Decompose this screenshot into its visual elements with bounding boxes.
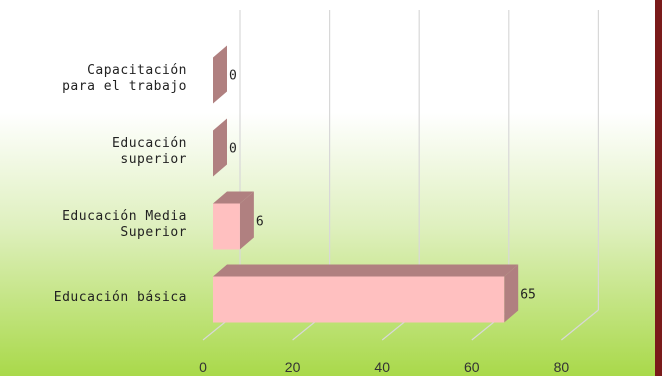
x-tick-label: 0 xyxy=(199,359,207,375)
value-label: 0 xyxy=(229,69,237,84)
value-label: 65 xyxy=(520,288,536,303)
category-label: Educación Media Superior xyxy=(62,208,187,240)
x-tick-label: 40 xyxy=(374,359,390,375)
bar-side xyxy=(504,264,519,323)
x-tick-label: 80 xyxy=(554,359,570,375)
category-label: Capacitación para el trabajo xyxy=(62,62,187,94)
category-label: Educación superior xyxy=(112,135,187,167)
floor-line xyxy=(561,309,599,341)
bar xyxy=(213,203,240,250)
value-label: 6 xyxy=(256,215,264,230)
bar-top xyxy=(213,264,519,277)
window-edge xyxy=(655,0,662,376)
bar xyxy=(213,276,505,323)
bar-side xyxy=(213,45,227,104)
bar-top xyxy=(213,191,254,204)
bar-side xyxy=(213,118,227,177)
x-tick-label: 20 xyxy=(285,359,301,375)
bar-side xyxy=(239,191,254,250)
value-label: 0 xyxy=(229,142,237,157)
category-label: Educación básica xyxy=(53,289,187,305)
x-tick-label: 60 xyxy=(464,359,480,375)
